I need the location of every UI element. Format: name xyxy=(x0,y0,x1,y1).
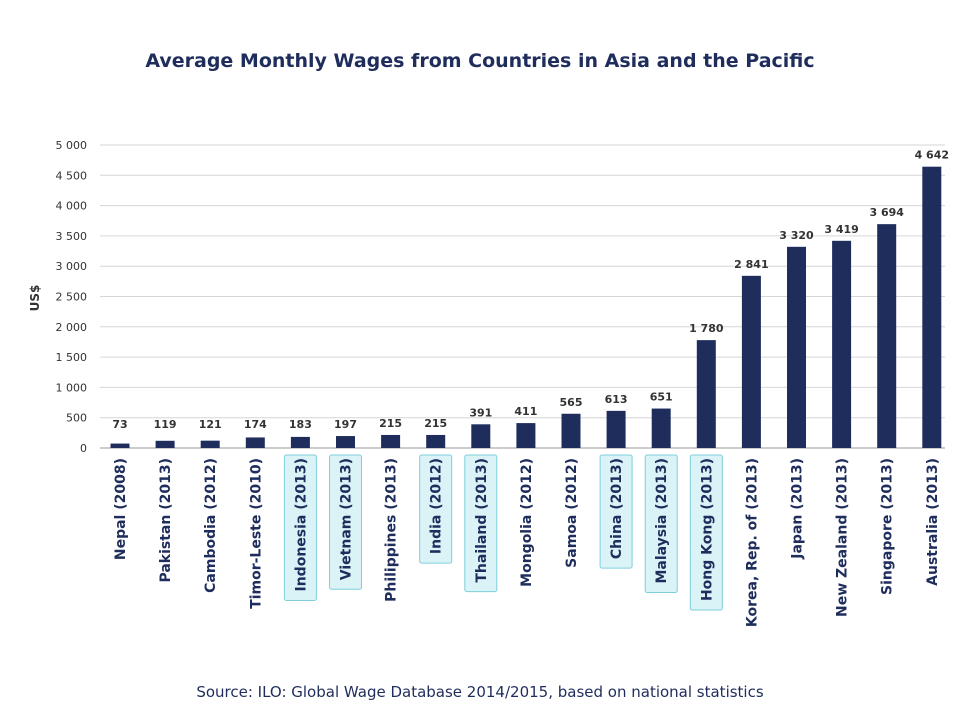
y-tick-label: 0 xyxy=(80,442,87,455)
category-label: Cambodia (2012) xyxy=(203,458,219,593)
value-label: 73 xyxy=(112,418,127,431)
y-tick-label: 2 500 xyxy=(56,291,88,304)
category-highlight xyxy=(644,454,678,594)
bar xyxy=(336,436,355,448)
y-tick-label: 1 000 xyxy=(56,381,88,394)
bar xyxy=(471,424,491,448)
value-label: 121 xyxy=(199,418,222,431)
value-label: 3 694 xyxy=(869,206,904,219)
value-label: 411 xyxy=(514,405,537,418)
category-highlights xyxy=(283,454,723,611)
category-label: Japan (2013) xyxy=(790,458,806,560)
bar xyxy=(290,436,310,448)
y-tick-label: 500 xyxy=(66,412,87,425)
value-label: 119 xyxy=(154,418,177,431)
y-axis-ticks: 0 500 1 000 1 500 2 000 2 500 3 000 3 500 4 000 4… xyxy=(56,139,88,455)
bar xyxy=(787,246,806,448)
value-label: 174 xyxy=(244,418,267,431)
category-label: Nepal (2008) xyxy=(113,458,129,560)
bar xyxy=(110,443,130,448)
bar xyxy=(245,437,265,448)
category-highlight xyxy=(599,454,633,569)
value-label: 651 xyxy=(650,391,673,404)
category-label: Pakistan (2013) xyxy=(158,458,174,583)
bars xyxy=(110,166,942,448)
bar-chart: 0 500 1 000 1 500 2 000 2 500 3 000 3 500 4 000 4… xyxy=(28,139,949,627)
bar xyxy=(922,166,942,448)
category-label: Vietnam (2013) xyxy=(339,458,355,580)
bar xyxy=(877,224,897,448)
bar xyxy=(651,408,671,448)
category-label: Singapore (2013) xyxy=(880,458,896,595)
y-tick-label: 4 500 xyxy=(56,169,88,182)
category-label: Indonesia (2013) xyxy=(293,458,309,592)
category-highlight xyxy=(689,454,723,611)
category-labels: Nepal (2008) Pakistan (2013) Cambodia (201… xyxy=(113,458,941,627)
category-label: Hong Kong (2013) xyxy=(699,458,715,601)
category-highlight xyxy=(283,454,317,601)
y-tick-label: 2 000 xyxy=(56,321,88,334)
category-label: India (2012) xyxy=(429,458,445,554)
value-label: 215 xyxy=(424,417,447,430)
value-label: 565 xyxy=(560,396,583,409)
value-label: 391 xyxy=(469,406,492,419)
gridlines xyxy=(100,144,945,449)
category-label: New Zealand (2013) xyxy=(835,458,851,617)
value-label: 3 320 xyxy=(779,229,814,242)
y-tick-label: 5 000 xyxy=(56,139,88,152)
value-label: 4 642 xyxy=(915,149,949,162)
value-label: 2 841 xyxy=(734,258,768,271)
y-tick-label: 3 500 xyxy=(56,230,88,243)
category-label: Australia (2013) xyxy=(925,458,941,586)
y-tick-label: 3 000 xyxy=(56,260,88,273)
y-tick-label: 1 500 xyxy=(56,351,88,364)
category-label: Thailand (2013) xyxy=(474,458,490,583)
value-label: 183 xyxy=(289,418,312,431)
category-label: China (2013) xyxy=(609,458,625,559)
category-label: Philippines (2013) xyxy=(384,458,400,602)
y-tick-label: 4 000 xyxy=(56,200,88,213)
value-label: 215 xyxy=(379,417,402,430)
bar xyxy=(426,434,446,448)
category-label: Samoa (2012) xyxy=(564,458,580,568)
value-label: 197 xyxy=(334,418,357,431)
bar xyxy=(155,440,175,448)
chart-title: Average Monthly Wages from Countries in … xyxy=(145,50,815,72)
bar xyxy=(381,434,401,448)
value-label: 613 xyxy=(605,393,628,406)
value-label: 3 419 xyxy=(824,223,858,236)
category-highlight xyxy=(419,454,453,564)
value-label: 1 780 xyxy=(689,322,724,335)
bar xyxy=(606,410,626,448)
category-highlight xyxy=(329,454,362,590)
category-label: Korea, Rep. of (2013) xyxy=(744,458,760,627)
category-label: Timor-Leste (2010) xyxy=(248,458,264,609)
value-labels: 73 119 121 174 183 197 215 215 391 411 565 613 651 1 … xyxy=(112,149,949,431)
source-note: Source: ILO: Global Wage Database 2014/2… xyxy=(196,683,764,701)
bar xyxy=(200,440,220,448)
bar xyxy=(741,275,761,448)
y-axis-label: US$ xyxy=(28,285,42,312)
bar xyxy=(696,340,716,448)
category-label: Mongolia (2012) xyxy=(519,458,535,587)
bar xyxy=(832,240,852,448)
bar xyxy=(516,423,536,448)
bar xyxy=(561,413,581,448)
category-highlight xyxy=(464,454,498,593)
category-label: Malaysia (2013) xyxy=(654,458,670,584)
